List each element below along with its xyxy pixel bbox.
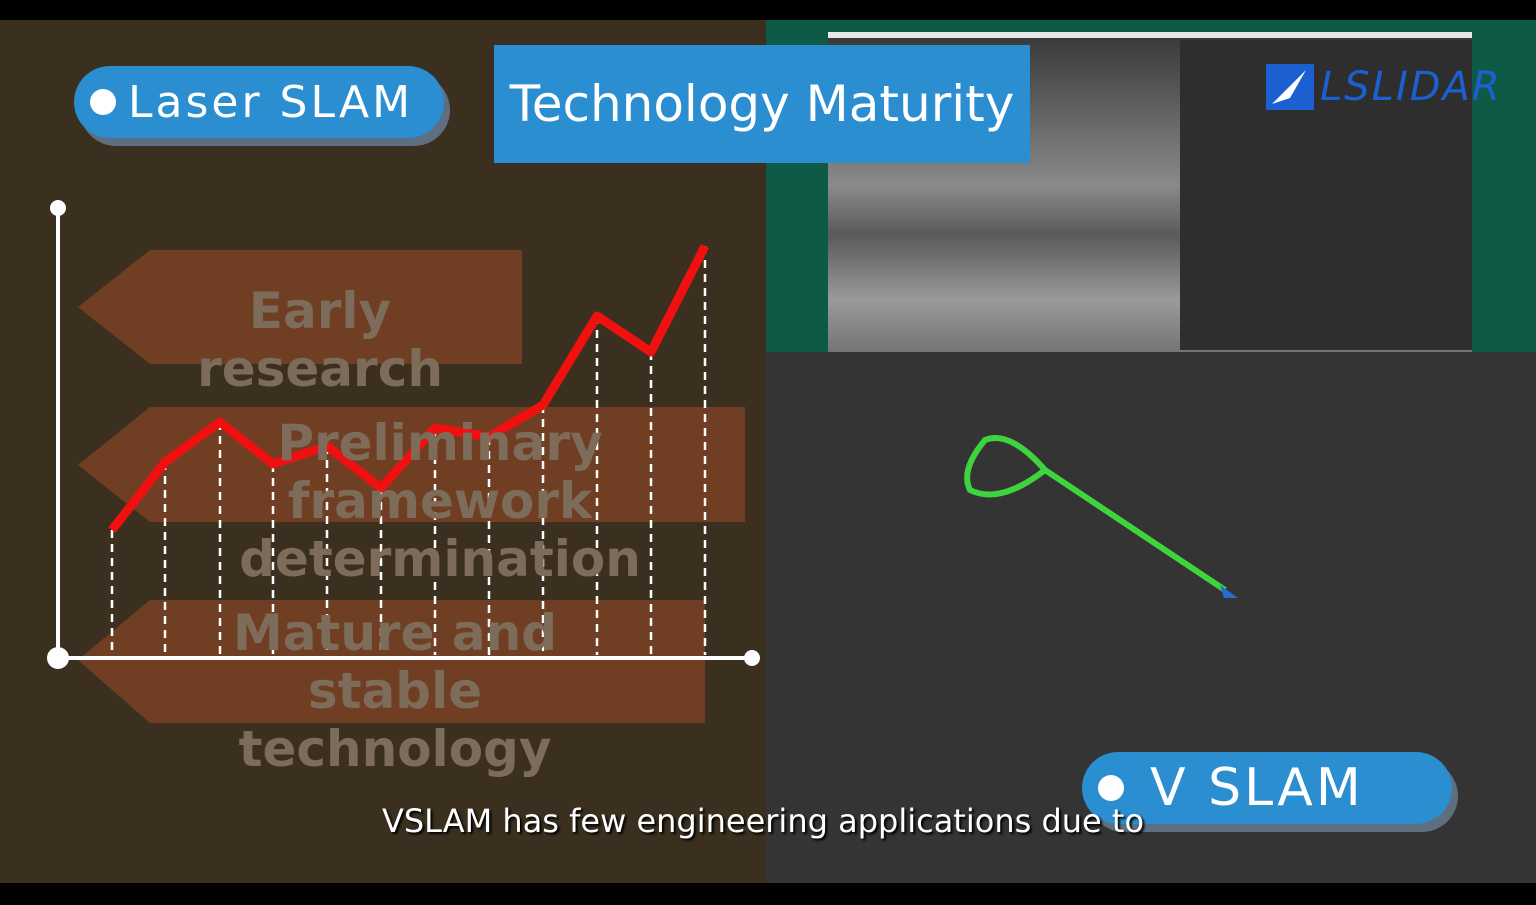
pill-label: V SLAM [1150,758,1364,818]
drop-lines [110,246,707,655]
stage-label: Mature and stable technology [232,604,558,778]
laser-slam-pill: Laser SLAM [74,66,444,138]
stage-arrows [78,250,745,723]
stage-arrow [78,407,745,522]
title: Technology Maturity [509,75,1015,133]
title-box: Technology Maturity [494,45,1030,163]
axis-end [50,200,66,216]
stage-arrow [78,600,705,723]
stage-label: Preliminary framework determination [239,414,641,588]
v-slam-pill: V SLAM [1082,752,1452,824]
trajectory-path [964,435,1227,593]
axis-end [744,650,760,666]
stage-arrow [78,250,522,364]
trajectory-head [1220,585,1238,598]
pill-dot [90,89,116,115]
trajectory [964,435,1238,598]
logo-glyph [1272,70,1306,104]
maturity-trend [108,243,710,533]
caption: VSLAM has few engineering applications d… [381,802,1145,840]
axis-origin [47,647,69,669]
logo-text: LSLIDAR [1320,64,1502,110]
stage-label: Early research [197,282,443,398]
pill-dot [1098,775,1124,801]
pill-label: Laser SLAM [128,76,414,128]
camera-wall [1180,40,1472,350]
